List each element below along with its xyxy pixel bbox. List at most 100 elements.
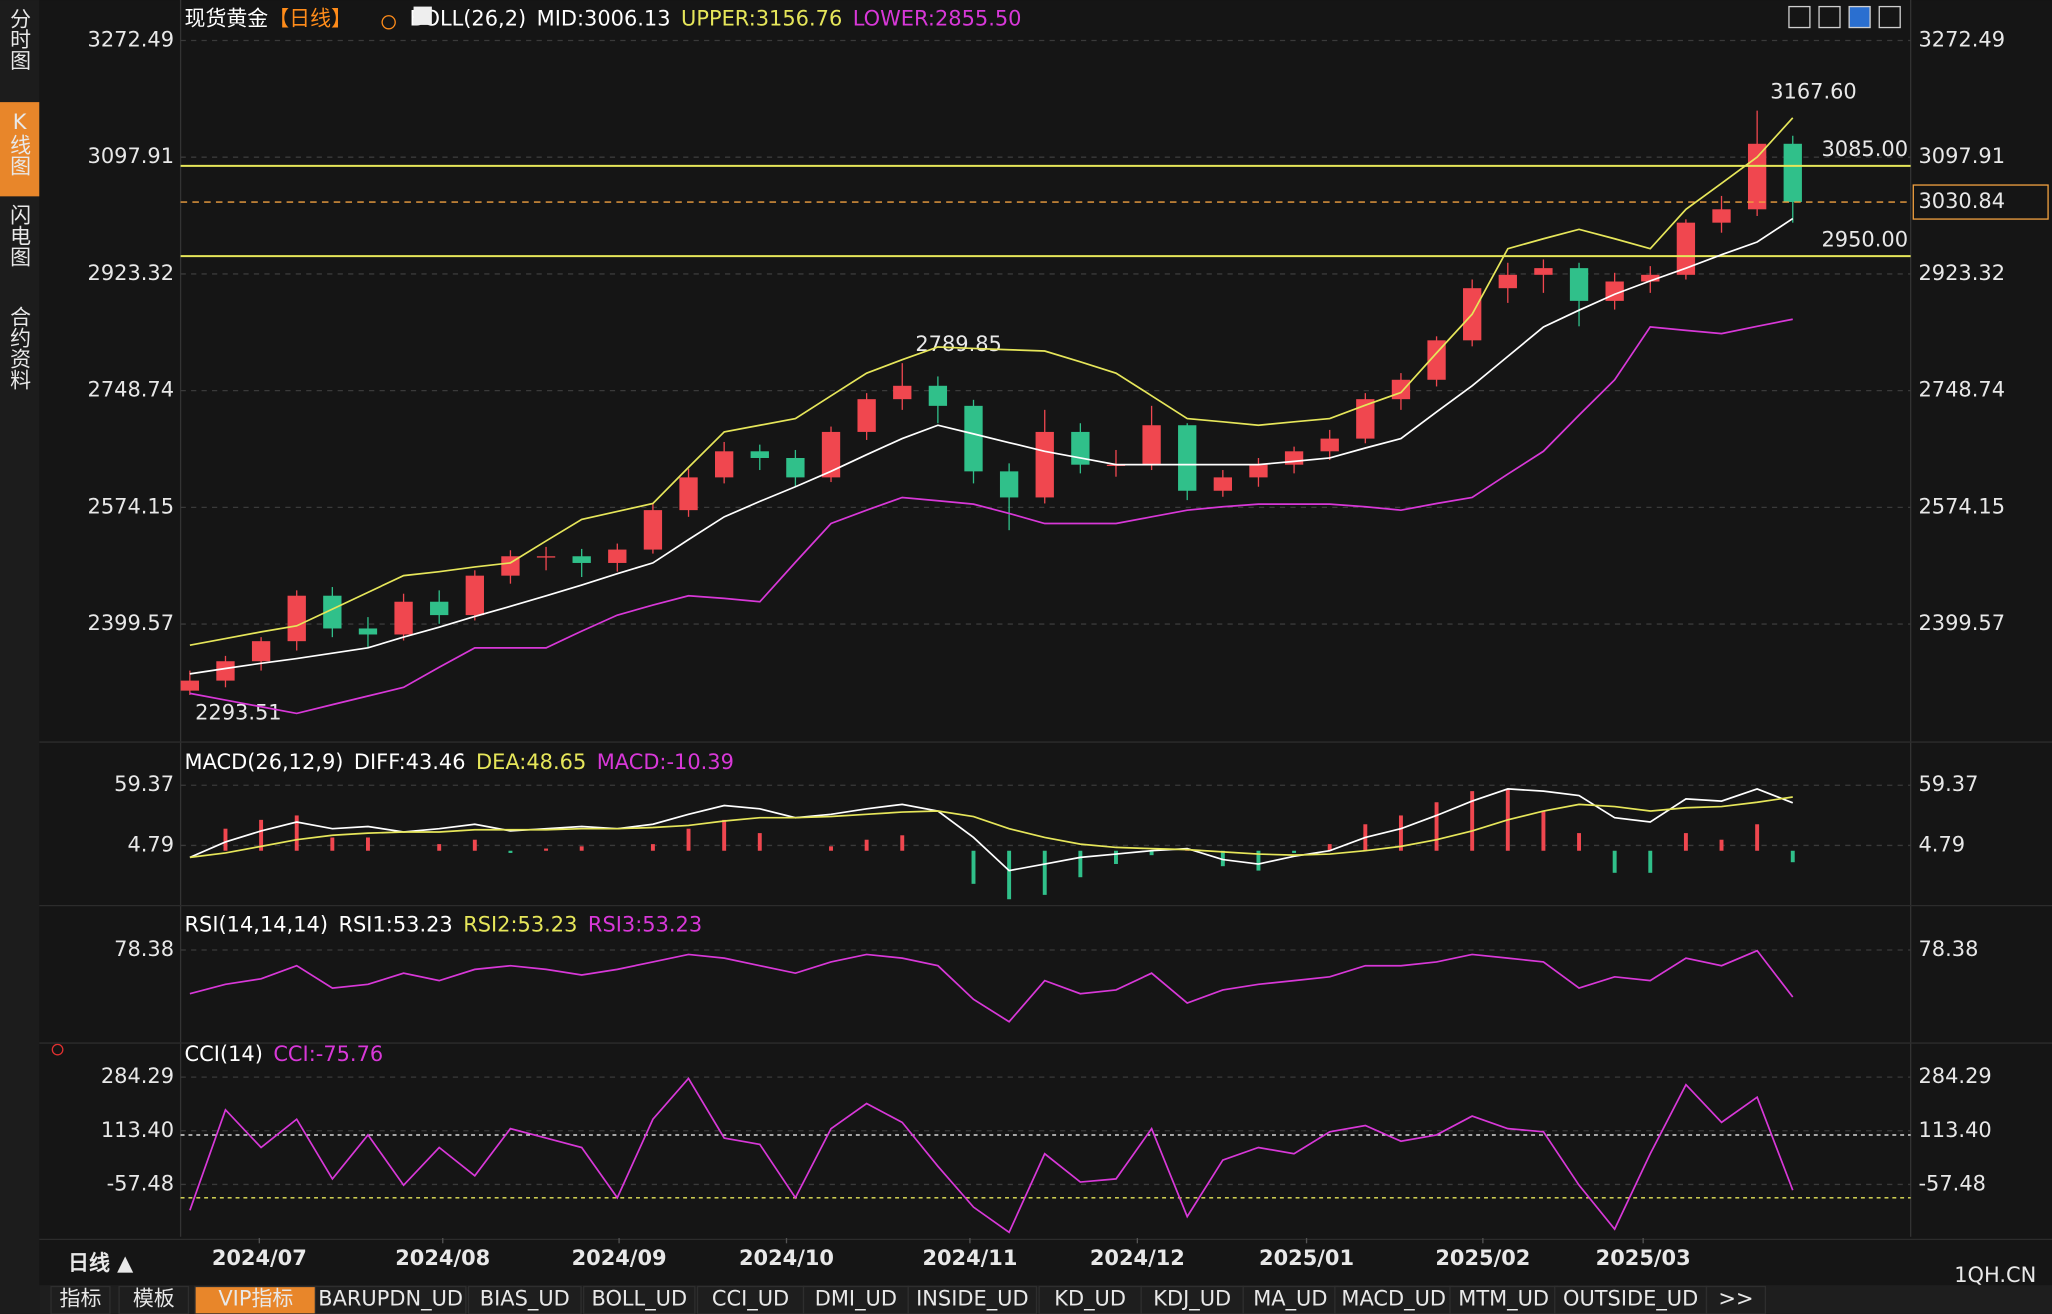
tab-label[interactable]: DMI_UD	[815, 1287, 897, 1312]
indicator: CCI(14)	[185, 1042, 263, 1066]
boll-icon	[381, 6, 432, 30]
y-tick-label: -57.48	[107, 1171, 174, 1195]
candle-body	[928, 385, 948, 406]
series-line	[189, 788, 1794, 872]
tab[interactable]	[1242, 1285, 1339, 1314]
candle-body	[999, 471, 1019, 498]
tab[interactable]	[1449, 1285, 1558, 1314]
candle-body	[893, 385, 912, 400]
extreme-label: 2293.51	[195, 700, 282, 724]
tab-label[interactable]: INSIDE_UD	[916, 1287, 1029, 1312]
candle-body	[608, 549, 627, 563]
icon[interactable]	[1818, 5, 1841, 29]
sidebar-tab[interactable]: 闪电图	[8, 204, 32, 267]
tab-label[interactable]: MACD_UD	[1341, 1287, 1446, 1312]
series-line	[189, 796, 1793, 859]
candle-body	[1427, 340, 1446, 380]
last-price-label: 3030.84	[1919, 189, 2006, 213]
toolbar-icons[interactable]	[1788, 5, 1901, 29]
period-label[interactable]: 日线 ▲	[68, 1251, 134, 1275]
tab-label[interactable]: >>	[1718, 1287, 1753, 1311]
candle-body	[1534, 268, 1553, 275]
tab[interactable]	[1038, 1285, 1142, 1314]
tab[interactable]	[1554, 1285, 1708, 1314]
x-tick-label: 2025/02	[1435, 1246, 1530, 1270]
series-line	[189, 1076, 1794, 1234]
candle-body	[1641, 274, 1660, 282]
legend-entry: DEA:48.65	[476, 750, 586, 774]
tab[interactable]	[50, 1285, 111, 1314]
series-line	[189, 217, 1794, 675]
tab-label[interactable]: KDJ_UD	[1153, 1287, 1231, 1312]
sidebar-tab-active[interactable]	[0, 102, 40, 197]
tab-label[interactable]: BARUPDN_UD	[318, 1287, 463, 1312]
watermark: 1QH.CN	[1954, 1263, 2036, 1287]
legend-entry: MID:3006.13	[537, 7, 671, 31]
candle-body	[1712, 209, 1731, 223]
extreme-label: 3167.60	[1770, 79, 1857, 103]
tab-label[interactable]: OUTSIDE_UD	[1563, 1287, 1698, 1312]
series-line	[189, 949, 1794, 1023]
candle-body	[714, 451, 734, 478]
icon[interactable]	[1848, 5, 1871, 29]
icon[interactable]	[1878, 5, 1901, 29]
candle-body	[501, 556, 520, 576]
x-tick-label: 2024/07	[212, 1246, 307, 1270]
candle-body	[1498, 274, 1517, 289]
candle-body	[572, 556, 591, 563]
tab-label[interactable]: KD_UD	[1054, 1287, 1126, 1312]
tab[interactable]	[1705, 1285, 1767, 1314]
candle-body	[430, 601, 449, 616]
tab-label[interactable]: VIP指标	[218, 1287, 293, 1311]
series-line	[189, 318, 1793, 715]
tab[interactable]	[1334, 1285, 1454, 1314]
icon[interactable]	[1788, 5, 1811, 29]
last-price-box	[1912, 184, 2049, 220]
candle-body	[216, 661, 235, 681]
tab-label[interactable]: BIAS_UD	[480, 1287, 570, 1312]
tab-label[interactable]: 指标	[60, 1287, 102, 1311]
x-tick-label: 2025/01	[1259, 1246, 1354, 1270]
tab-label[interactable]: 模板	[133, 1287, 175, 1311]
y-tick-label: 113.40	[1919, 1118, 1992, 1142]
y-tick-label: 78.38	[1919, 937, 1979, 961]
extreme-label: 2789.85	[915, 332, 1002, 356]
y-tick-label: 3272.49	[88, 27, 175, 51]
tab[interactable]	[583, 1285, 696, 1314]
legend-entry: RSI2:53.23	[463, 912, 577, 936]
sidebar-tab[interactable]: 分时图	[8, 8, 32, 71]
legend-entry: DIFF:43.46	[354, 750, 466, 774]
y-tick-label: 2574.15	[1919, 494, 2006, 518]
legend-entry: RSI1:53.23	[338, 912, 452, 936]
tab-label[interactable]: MTM_UD	[1458, 1287, 1549, 1312]
y-tick-label: 2399.57	[1919, 611, 2006, 635]
sidebar-tab[interactable]: 合约资料	[8, 306, 32, 390]
y-tick-label: 3097.91	[1919, 144, 2006, 168]
sidebar-tab[interactable]: K线图	[8, 110, 32, 176]
x-tick-label: 2025/03	[1596, 1246, 1691, 1270]
candle-body	[180, 680, 200, 691]
x-tick-label: 2024/08	[395, 1246, 490, 1270]
y-tick-label: -57.48	[1919, 1171, 1986, 1195]
legend: CCI(14) CCI:-75.76	[185, 1042, 384, 1066]
y-tick-label: 59.37	[1919, 772, 1979, 796]
legend-entry: UPPER:3156.76	[681, 7, 842, 31]
tab[interactable]	[1140, 1285, 1244, 1314]
tab-label[interactable]: BOLL_UD	[591, 1287, 687, 1312]
candle-body	[1391, 379, 1411, 400]
candle-body	[536, 556, 556, 558]
legend: MACD(26,12,9) DIFF:43.46 DEA:48.65 MACD:-10…	[185, 750, 734, 774]
candle-body	[1356, 399, 1375, 439]
tab[interactable]	[907, 1285, 1038, 1314]
candle-body	[1142, 425, 1161, 465]
y-tick-label: 113.40	[101, 1118, 174, 1142]
candle-body	[857, 399, 876, 432]
y-tick-label: 2399.57	[88, 611, 175, 635]
candle-body	[821, 431, 841, 478]
y-tick-label: 284.29	[1919, 1064, 1992, 1088]
candle-body	[1569, 268, 1589, 301]
level-label: 2950.00	[1822, 227, 1909, 251]
level-label: 3085.00	[1822, 137, 1909, 161]
tab-label[interactable]: CCI_UD	[712, 1287, 789, 1312]
tab-label[interactable]: MA_UD	[1253, 1287, 1327, 1312]
